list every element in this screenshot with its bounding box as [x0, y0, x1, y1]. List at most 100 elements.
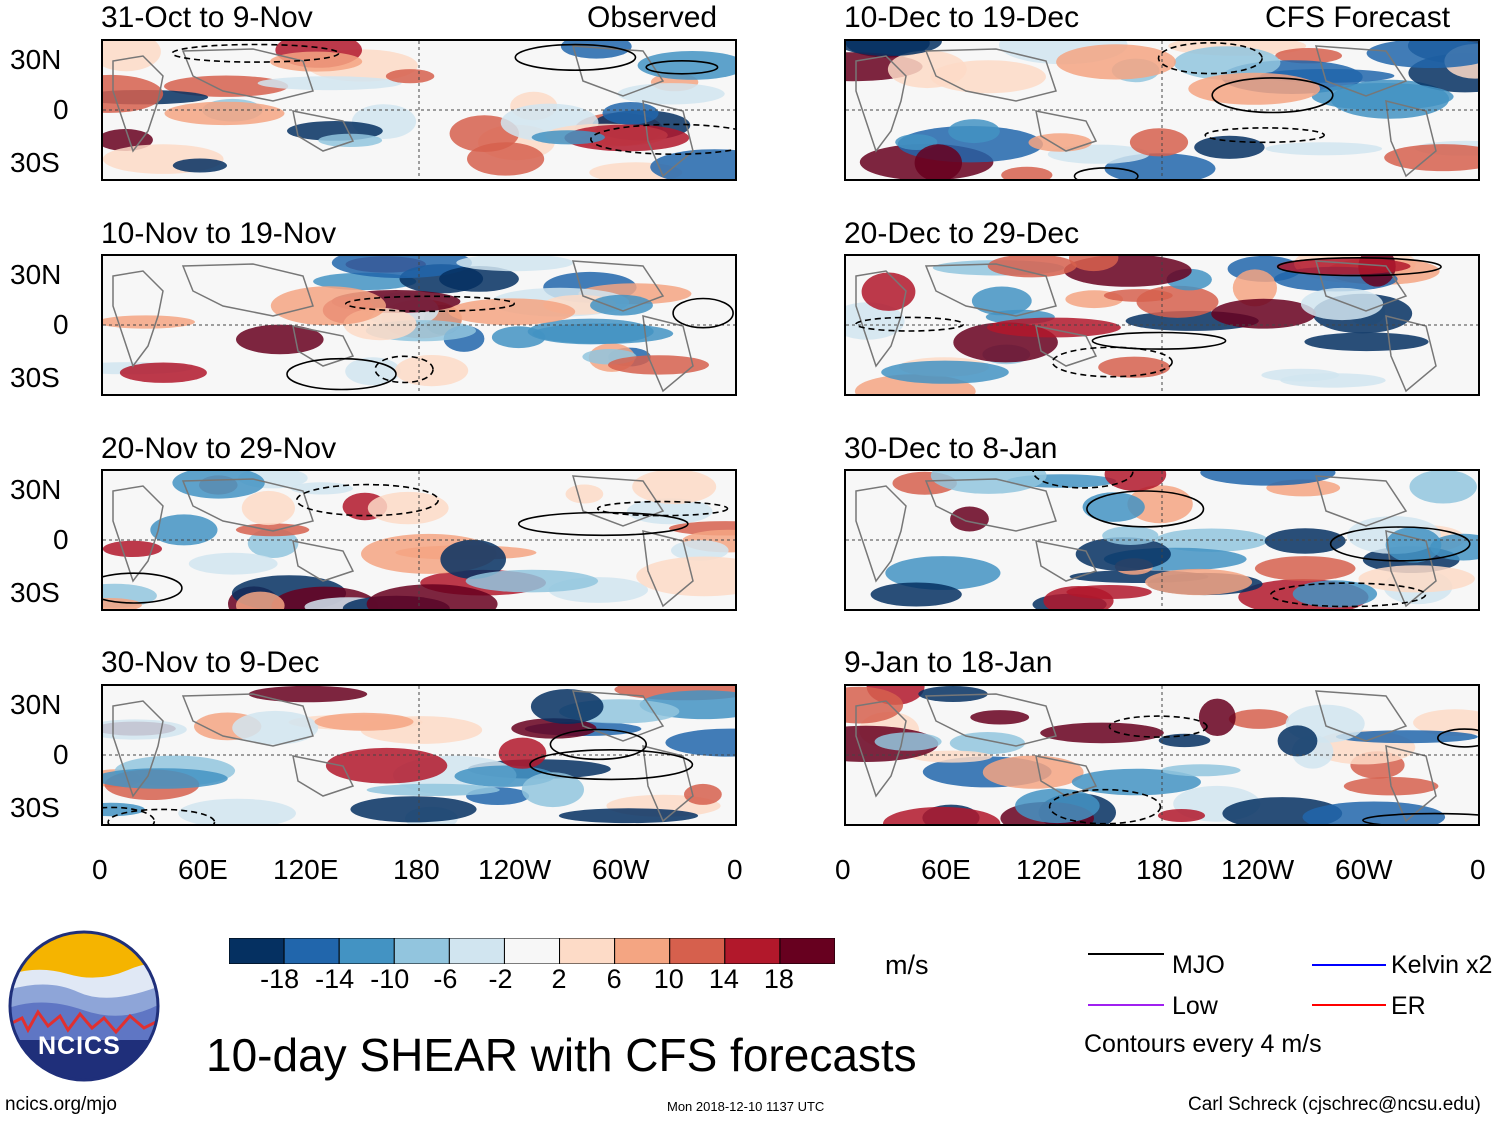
coastline [1035, 755, 1098, 797]
shear-anomaly-blob [1104, 471, 1167, 491]
panel-title-left-1: 31-Oct to 9-Nov [101, 1, 313, 34]
mjo-contour [1048, 788, 1162, 824]
mjo-contour [345, 295, 515, 313]
shear-anomaly-blob [608, 355, 709, 375]
colorbar-tick-label: -18 [260, 964, 300, 994]
mjo-contour [1032, 471, 1134, 489]
shear-anomaly-blob [846, 41, 942, 56]
shear-anomaly-blob [314, 712, 414, 731]
shear-anomaly-blob [617, 83, 725, 105]
coastline [855, 485, 907, 583]
coastline [642, 530, 694, 608]
coastline [1385, 530, 1437, 608]
x-tick-left-0: 0 [92, 854, 108, 885]
shear-anomaly-blob [367, 491, 449, 525]
shear-anomaly-blob [970, 710, 1030, 725]
shear-anomaly-blob [874, 732, 942, 751]
coastline [292, 755, 355, 797]
shear-anomaly-blob [930, 60, 1046, 94]
coastline [571, 475, 665, 527]
coastline [1035, 540, 1098, 582]
x-tick-right-0-end: 0 [1470, 854, 1486, 885]
coastline [642, 100, 694, 178]
colorbar-swatch [724, 938, 781, 964]
shear-anomaly-blob [1098, 356, 1170, 378]
colorbar-swatch [614, 938, 671, 964]
shear-anomaly-blob [248, 686, 368, 703]
shear-anomaly-blob [626, 498, 713, 525]
shear-anomaly-blob [521, 772, 584, 808]
mjo-contour [529, 748, 694, 781]
shear-anomaly-blob [1157, 809, 1206, 822]
shear-anomaly-blob [448, 298, 576, 325]
mjo-contour [1157, 42, 1263, 75]
coastline [181, 478, 314, 532]
coastline [112, 270, 164, 368]
shear-anomaly-blob [650, 149, 735, 179]
coastline [1035, 110, 1098, 152]
mjo-contour [1091, 331, 1227, 350]
coastline [292, 325, 355, 367]
coastline [924, 48, 1057, 102]
shear-anomaly-blob [948, 119, 1000, 144]
shear-anomaly-blob [345, 357, 401, 386]
shear-anomaly-blob [1161, 764, 1241, 777]
colorbar-swatch [229, 938, 285, 964]
mjo-contour [296, 483, 439, 517]
map-panel-left-1 [101, 39, 737, 181]
shear-anomaly-blob [1198, 698, 1236, 736]
mjo-contour [1073, 167, 1139, 179]
coastline [1385, 315, 1437, 393]
shear-anomaly-blob [665, 728, 735, 757]
shear-anomaly-blob [632, 471, 717, 505]
shear-anomaly-blob [385, 69, 435, 84]
map-panel-left-2 [101, 254, 737, 396]
shear-anomaly-blob [1409, 471, 1477, 504]
shear-anomaly-blob [1075, 537, 1171, 571]
colorbar [229, 938, 835, 964]
legend-mjo-label: MJO [1172, 951, 1225, 979]
x-tick-left-0-end: 0 [727, 854, 743, 885]
shear-anomaly-blob [861, 272, 916, 311]
legend-low-label: Low [1172, 992, 1218, 1020]
coastline [181, 48, 314, 102]
coastline [1314, 260, 1408, 312]
footer-site[interactable]: ncics.org/mjo [5, 1094, 117, 1115]
y-tick-30s-4: 30S [10, 792, 60, 823]
shear-anomaly-blob [1173, 46, 1281, 80]
shear-anomaly-blob [1001, 166, 1053, 179]
shear-anomaly-blob [456, 256, 574, 272]
shear-anomaly-blob [684, 783, 722, 805]
legend-er-label: ER [1391, 992, 1426, 1020]
shear-anomaly-blob [1082, 492, 1145, 522]
shear-anomaly-blob [350, 796, 477, 823]
footer-timestamp: Mon 2018-12-10 1137 UTC [667, 1099, 825, 1114]
shear-anomaly-blob [178, 798, 296, 824]
shear-anomaly-blob [1129, 128, 1189, 157]
shear-anomaly-blob [1358, 565, 1475, 593]
shear-anomaly-blob [318, 133, 383, 147]
shear-anomaly-blob [1280, 373, 1386, 388]
shear-anomaly-blob [846, 686, 904, 724]
mjo-contour [855, 316, 965, 332]
shear-anomaly-blob [1276, 257, 1411, 275]
shear-anomaly-blob [1015, 788, 1100, 824]
shear-anomaly-blob [103, 719, 187, 740]
shear-anomaly-blob [103, 74, 164, 113]
coastline [292, 110, 355, 152]
shear-anomaly-blob [1311, 83, 1454, 111]
mjo-contour [1362, 812, 1478, 824]
shear-anomaly-blob [188, 552, 278, 575]
coastline [1385, 745, 1437, 823]
shear-anomaly-blob [103, 768, 228, 789]
shear-anomaly-blob [439, 266, 519, 292]
colorbar-swatch [393, 938, 450, 964]
shear-anomaly-blob [1228, 709, 1289, 729]
coastline [1385, 100, 1437, 178]
x-tick-left-60e: 60E [178, 854, 228, 885]
colorbar-tick-label: 10 [653, 964, 684, 994]
shear-anomaly-blob [232, 710, 319, 745]
shear-anomaly-blob [103, 802, 145, 817]
shear-anomaly-blob [558, 808, 699, 824]
panel-title-right-3: 30-Dec to 8-Jan [844, 432, 1058, 465]
